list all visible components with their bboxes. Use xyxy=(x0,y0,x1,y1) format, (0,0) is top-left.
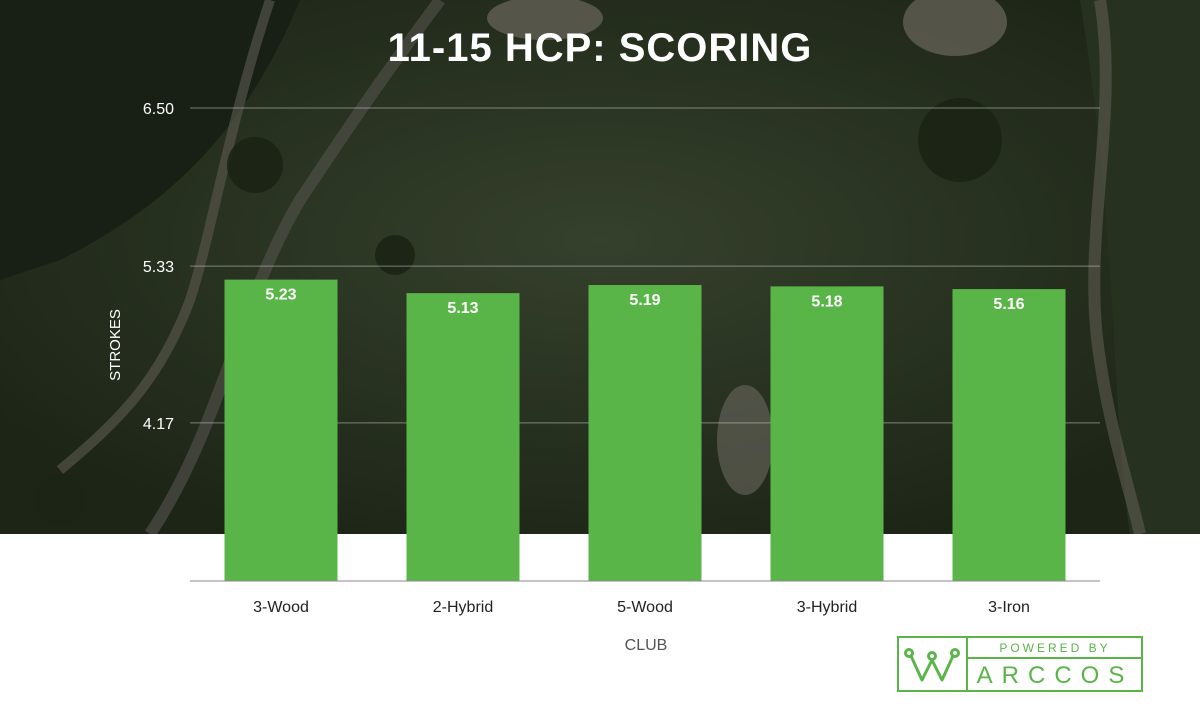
brand-name: ARCCOS xyxy=(977,662,1134,689)
x-tick-label: 5-Wood xyxy=(617,599,673,616)
bar-value-label: 5.16 xyxy=(993,296,1024,313)
bar xyxy=(224,279,338,581)
powered-by-text: POWERED BY xyxy=(999,641,1110,655)
y-axis-label: STROKES xyxy=(107,309,124,381)
bar xyxy=(770,286,884,581)
x-axis-label: CLUB xyxy=(625,637,668,654)
x-tick-label: 2-Hybrid xyxy=(433,599,493,616)
bar xyxy=(406,293,520,581)
bar-value-label: 5.18 xyxy=(811,293,842,310)
bar-value-label: 5.13 xyxy=(447,300,478,317)
bar xyxy=(952,289,1066,581)
bar xyxy=(588,285,702,581)
bar-value-label: 5.19 xyxy=(629,292,660,309)
crown-icon xyxy=(904,648,960,682)
arccos-logo: POWERED BY ARCCOS xyxy=(897,636,1143,692)
y-tick-label: 4.17 xyxy=(143,416,174,433)
bar-value-label: 5.23 xyxy=(265,287,296,304)
x-tick-label: 3-Hybrid xyxy=(797,599,857,616)
chart-title: 11-15 HCP: SCORING xyxy=(387,26,813,70)
y-tick-label: 5.33 xyxy=(143,259,174,276)
x-tick-label: 3-Wood xyxy=(253,599,309,616)
y-tick-label: 6.50 xyxy=(143,101,174,118)
x-tick-label: 3-Iron xyxy=(988,599,1030,616)
